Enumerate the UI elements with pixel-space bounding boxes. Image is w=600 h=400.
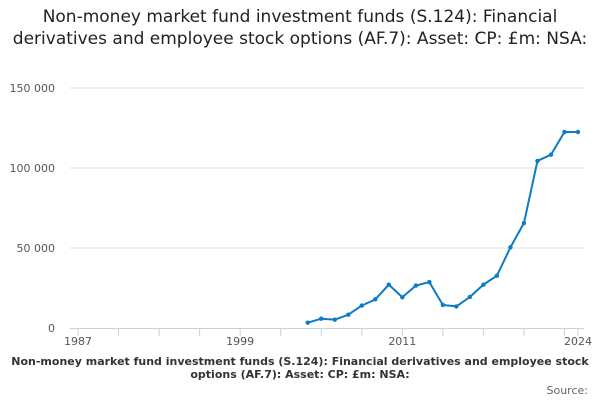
data-point	[319, 316, 324, 321]
data-point	[454, 304, 459, 309]
data-point	[494, 273, 500, 278]
y-tick-label: 50 000	[17, 242, 56, 255]
y-tick-label: 0	[48, 322, 55, 335]
data-point	[346, 312, 351, 317]
x-axis-label: Non-money market fund investment funds (…	[11, 355, 589, 381]
data-point	[548, 152, 554, 157]
source-label: Source:	[546, 384, 589, 397]
data-point	[413, 283, 419, 288]
data-point	[481, 282, 486, 287]
data-point	[467, 294, 473, 300]
data-point	[440, 302, 446, 308]
y-tick-label: 100 000	[10, 162, 56, 175]
line-chart: 0 50 000 100 000 150 000 1987 1999 2011 2024	[10, 82, 593, 348]
data-point	[359, 303, 364, 308]
data-point	[373, 297, 378, 302]
data-point	[400, 295, 405, 300]
data-point	[521, 220, 527, 226]
data-point	[427, 279, 432, 285]
data-point	[386, 282, 392, 287]
data-point	[332, 317, 337, 322]
data-point	[535, 158, 540, 164]
x-tick-label: 1987	[64, 335, 92, 348]
chart-title: Non-money market fund investment funds (…	[12, 7, 588, 49]
data-point	[575, 129, 581, 135]
x-tick-label: 2011	[388, 335, 416, 348]
x-tick-label: 2024	[564, 335, 592, 348]
data-point	[562, 129, 567, 135]
data-point	[508, 245, 513, 250]
y-tick-label: 150 000	[10, 82, 56, 95]
x-tick-label: 1999	[226, 335, 254, 348]
data-point	[305, 320, 310, 325]
